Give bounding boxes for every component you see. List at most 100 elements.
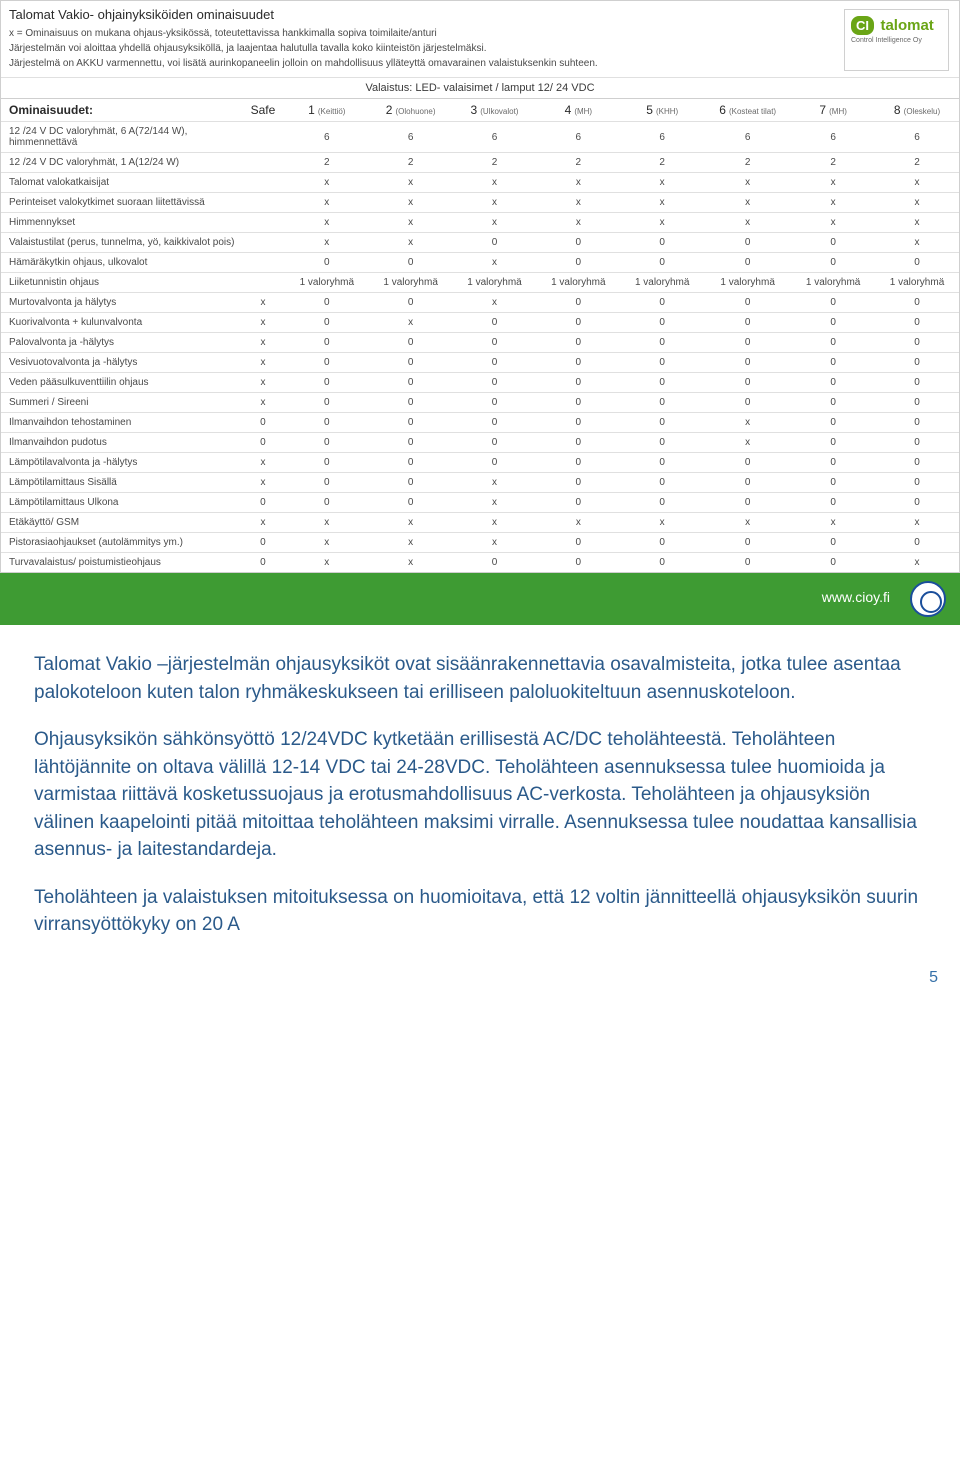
table-row: Summeri / Sireenix00000000 — [1, 393, 959, 413]
cell: x — [241, 453, 285, 473]
cell: x — [791, 173, 875, 193]
cell: 1 valoryhmä — [285, 273, 369, 293]
cell: x — [620, 213, 704, 233]
cell — [241, 233, 285, 253]
table-note-2: Järjestelmän voi aloittaa yhdellä ohjaus… — [9, 41, 951, 56]
cell: 0 — [704, 393, 791, 413]
row-label: Murtovalvonta ja hälytys — [1, 293, 241, 313]
cell: 0 — [453, 553, 537, 573]
cell: 0 — [875, 313, 959, 333]
cell: 2 — [875, 153, 959, 173]
logo-brand-text: talomat — [880, 17, 933, 34]
table-row: 12 /24 V DC valoryhmät, 1 A(12/24 W)2222… — [1, 153, 959, 173]
table-row: Kuorivalvonta + kulunvalvontax0x000000 — [1, 313, 959, 333]
cell: 0 — [791, 353, 875, 373]
table-header-block: Talomat Vakio- ohjainyksiköiden ominaisu… — [1, 1, 959, 77]
cell: x — [369, 173, 453, 193]
cell: x — [241, 513, 285, 533]
cell: 0 — [536, 393, 620, 413]
cell: x — [453, 533, 537, 553]
cell: 0 — [285, 353, 369, 373]
cell: 1 valoryhmä — [791, 273, 875, 293]
cell: 0 — [285, 433, 369, 453]
table-row: Vesivuotovalvonta ja -hälytysx00000000 — [1, 353, 959, 373]
cell: 0 — [369, 393, 453, 413]
cell: x — [453, 293, 537, 313]
col-4: 4 (MH) — [536, 99, 620, 122]
brand-logo: CI talomat Control Intelligence Oy — [844, 9, 949, 71]
cell: 0 — [536, 233, 620, 253]
cell: 0 — [453, 333, 537, 353]
cell: 0 — [620, 433, 704, 453]
table-title: Talomat Vakio- ohjainyksiköiden ominaisu… — [9, 7, 951, 22]
cell: x — [241, 353, 285, 373]
cell: 0 — [875, 293, 959, 313]
cell: 2 — [536, 153, 620, 173]
cell: 0 — [875, 493, 959, 513]
cell: 0 — [536, 553, 620, 573]
cell: 0 — [536, 473, 620, 493]
table-row: Liiketunnistin ohjaus1 valoryhmä1 valory… — [1, 273, 959, 293]
logo-subtitle: Control Intelligence Oy — [851, 37, 942, 44]
cell — [241, 273, 285, 293]
cell: 0 — [285, 293, 369, 313]
cell: 0 — [369, 493, 453, 513]
cell: x — [369, 193, 453, 213]
cell: 1 valoryhmä — [453, 273, 537, 293]
cell: x — [285, 213, 369, 233]
cell: 0 — [369, 473, 453, 493]
col-7: 7 (MH) — [791, 99, 875, 122]
row-label: Etäkäyttö/ GSM — [1, 513, 241, 533]
cell: 0 — [369, 253, 453, 273]
cell: 2 — [620, 153, 704, 173]
cell: x — [704, 173, 791, 193]
cell: 2 — [285, 153, 369, 173]
row-label: 12 /24 V DC valoryhmät, 6 A(72/144 W), h… — [1, 122, 241, 153]
cell: x — [369, 213, 453, 233]
cell: 0 — [704, 293, 791, 313]
cell: 6 — [620, 122, 704, 153]
row-label: Hämäräkytkin ohjaus, ulkovalot — [1, 253, 241, 273]
cell — [241, 173, 285, 193]
cell: 0 — [285, 393, 369, 413]
cell — [241, 253, 285, 273]
cell: x — [241, 473, 285, 493]
table-row: Hämäräkytkin ohjaus, ulkovalot00x00000 — [1, 253, 959, 273]
logo-ci-mark: CI — [851, 16, 874, 35]
row-label: Summeri / Sireeni — [1, 393, 241, 413]
cell: 0 — [704, 353, 791, 373]
cell: 0 — [791, 233, 875, 253]
cell: x — [704, 413, 791, 433]
table-row: Valaistustilat (perus, tunnelma, yö, kai… — [1, 233, 959, 253]
cell: 0 — [620, 373, 704, 393]
cell: 0 — [453, 393, 537, 413]
feature-table: Valaistus: LED- valaisimet / lamput 12/ … — [1, 77, 959, 572]
cell: x — [369, 313, 453, 333]
cell: 0 — [620, 473, 704, 493]
row-label: Talomat valokatkaisijat — [1, 173, 241, 193]
cell: 6 — [791, 122, 875, 153]
cell: 0 — [369, 373, 453, 393]
cell: 0 — [536, 293, 620, 313]
cell: 0 — [536, 433, 620, 453]
cell: 1 valoryhmä — [536, 273, 620, 293]
cell: 0 — [704, 373, 791, 393]
cell: 0 — [285, 493, 369, 513]
row-label: Ilmanvaihdon pudotus — [1, 433, 241, 453]
cell: 0 — [285, 333, 369, 353]
table-row: Murtovalvonta ja hälytysx00x00000 — [1, 293, 959, 313]
cell: x — [875, 233, 959, 253]
row-label: Veden pääsulkuventtiilin ohjaus — [1, 373, 241, 393]
cell: 0 — [704, 233, 791, 253]
cell: 0 — [285, 413, 369, 433]
cell: x — [704, 433, 791, 453]
features-heading: Ominaisuudet: — [1, 99, 241, 122]
cell: 0 — [704, 253, 791, 273]
cell: 0 — [369, 413, 453, 433]
cell: 0 — [704, 473, 791, 493]
cell: x — [241, 373, 285, 393]
row-label: Lämpötilavalvonta ja -hälytys — [1, 453, 241, 473]
cell: 0 — [285, 253, 369, 273]
section-row: Valaistus: LED- valaisimet / lamput 12/ … — [1, 78, 959, 99]
cell: 0 — [791, 253, 875, 273]
